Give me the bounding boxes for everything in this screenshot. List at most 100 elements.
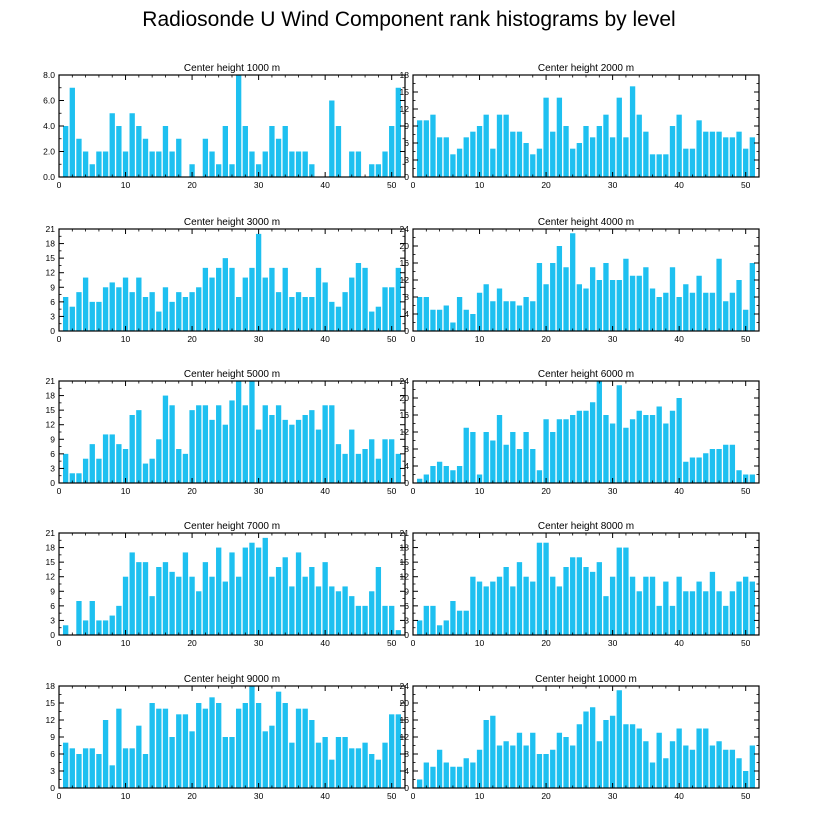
bar [229, 737, 235, 788]
x-tick-label: 30 [608, 486, 618, 496]
y-tick-label: 18 [46, 239, 56, 249]
x-tick-label: 50 [387, 486, 397, 496]
bar [322, 562, 328, 635]
bar [470, 762, 476, 788]
y-tick-label: 3 [404, 615, 409, 625]
bar [476, 126, 483, 177]
bar [76, 601, 82, 635]
bar [629, 86, 636, 177]
bar [656, 732, 662, 788]
bar [109, 765, 115, 788]
bar [516, 305, 523, 331]
bar [616, 690, 622, 788]
y-tick-label: 0 [404, 326, 409, 336]
bar [136, 410, 142, 483]
x-tick-label: 50 [387, 180, 397, 190]
bar [156, 567, 162, 635]
bar [355, 151, 362, 177]
bar [603, 415, 609, 483]
y-tick-label: 4 [404, 309, 409, 319]
bar [342, 292, 348, 331]
y-tick-label: 12 [400, 275, 410, 285]
bar [222, 258, 228, 331]
bar [209, 419, 215, 483]
y-tick-label: 3 [50, 766, 55, 776]
bar [122, 449, 129, 483]
x-tick-label: 30 [254, 791, 264, 801]
bar [262, 151, 268, 177]
bar [689, 749, 696, 788]
bar [583, 288, 589, 331]
bar [589, 571, 596, 635]
bar [149, 596, 155, 635]
bar [382, 151, 388, 177]
bar [349, 277, 355, 331]
bar [76, 473, 82, 483]
bar [222, 424, 228, 483]
bar [202, 562, 209, 635]
y-tick-label: 8.0 [43, 70, 55, 80]
bar [202, 267, 209, 331]
bar [563, 126, 569, 177]
bar [309, 297, 315, 331]
bar [289, 424, 295, 483]
y-tick-label: 9 [404, 586, 409, 596]
y-tick-label: 15 [46, 698, 56, 708]
bar [596, 280, 602, 331]
bar [443, 137, 449, 177]
x-tick-label: 0 [411, 486, 416, 496]
bar [362, 742, 368, 788]
x-tick-label: 40 [320, 180, 330, 190]
bar [149, 458, 155, 483]
histogram-panel: Center height 5000 m0 10 20 30 40 50036912151… [46, 369, 406, 496]
bar [242, 405, 248, 483]
bar [643, 576, 649, 635]
bar [663, 292, 669, 331]
bar [570, 415, 576, 483]
bar [663, 154, 669, 177]
bar [676, 576, 682, 635]
bar [496, 288, 503, 331]
bar [723, 137, 729, 177]
bar [496, 745, 503, 788]
bar [62, 297, 69, 331]
bar [96, 151, 102, 177]
bar [743, 771, 749, 788]
y-tick-label: 6.0 [43, 96, 55, 106]
bar [476, 749, 483, 788]
bar [563, 567, 569, 635]
bar [275, 691, 282, 788]
y-tick-label: 12 [400, 427, 410, 437]
bar [483, 586, 489, 635]
y-tick-label: 3 [50, 615, 55, 625]
x-tick-label: 0 [57, 486, 62, 496]
bar [490, 440, 496, 483]
y-tick-label: 3 [404, 155, 409, 165]
x-tick-label: 40 [320, 638, 330, 648]
x-tick-label: 40 [674, 791, 684, 801]
bar [596, 126, 602, 177]
bar [656, 406, 662, 483]
bar [649, 762, 656, 788]
bar [470, 314, 476, 331]
bar [196, 405, 202, 483]
y-tick-label: 18 [46, 391, 56, 401]
bar [676, 114, 682, 177]
bar [102, 287, 109, 331]
bar [176, 138, 182, 177]
bar [743, 576, 749, 635]
bar [162, 708, 169, 788]
y-tick-label: 6 [50, 601, 55, 611]
bar [689, 148, 696, 177]
bar [623, 258, 629, 331]
bar [289, 151, 295, 177]
x-tick-label: 50 [741, 486, 751, 496]
bar [616, 547, 622, 635]
x-tick-label: 30 [254, 486, 264, 496]
bar [490, 148, 496, 177]
bar [69, 473, 75, 483]
x-tick-label: 10 [475, 638, 485, 648]
bar [89, 301, 95, 331]
bar [116, 708, 122, 788]
bar [196, 591, 202, 635]
